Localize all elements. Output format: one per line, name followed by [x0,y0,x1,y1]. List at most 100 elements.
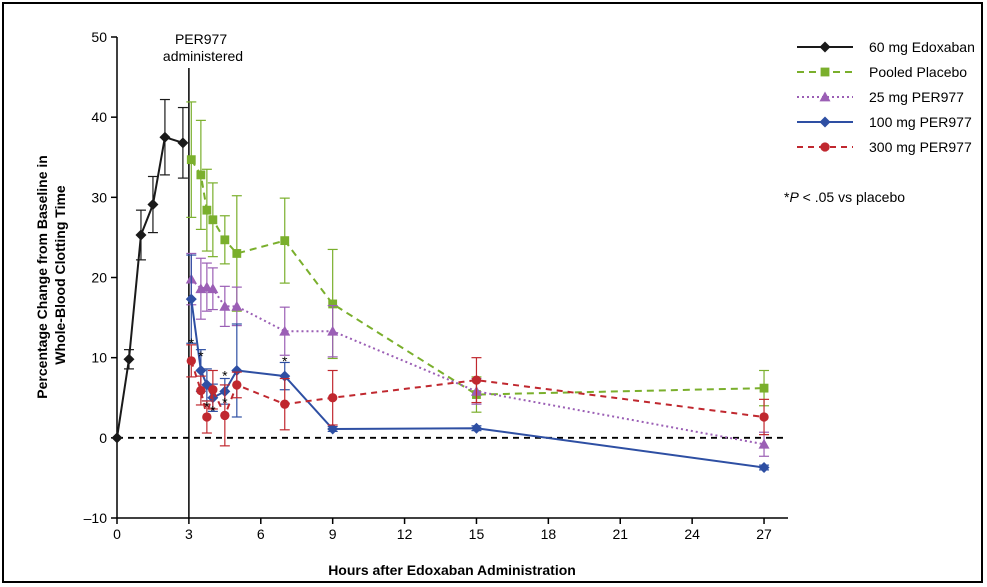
x-tick-label: 6 [257,526,265,542]
footnote-text: < .05 vs placebo [799,189,905,205]
data-point [327,423,339,435]
data-point [159,131,171,143]
data-point [280,236,290,246]
x-tick-label: 15 [469,526,485,542]
legend-item-4: 300 mg PER977 [797,139,972,155]
y-tick-label: –10 [84,510,108,526]
legend-label: Pooled Placebo [869,64,967,80]
series-line [190,278,765,446]
significance-asterisk: * [198,348,204,364]
series-3 [185,254,770,473]
significance-asterisk: * [204,399,210,415]
x-tick-label: 9 [329,526,337,542]
y-tick-label: 30 [91,189,107,205]
data-point [207,283,219,294]
legend-label: 100 mg PER977 [869,114,972,130]
plot-area: *** **** [111,68,788,518]
data-point [208,385,218,395]
x-tick-label: 12 [397,526,413,542]
data-point [470,422,482,434]
y-tick-label: 20 [91,270,107,286]
legend-swatch-marker [819,116,831,128]
legend: 60 mg Edoxaban Pooled Placebo 25 mg PER977… [797,39,975,155]
data-point [196,170,206,180]
x-tick-label: 21 [612,526,628,542]
legend-swatch-marker [820,142,830,152]
significance-asterisk: * [282,353,288,369]
series-line [190,360,765,418]
data-point [231,300,243,311]
data-point [759,412,769,422]
series-2 [185,252,770,457]
data-point [758,461,770,473]
legend-item-1: Pooled Placebo [797,64,967,80]
vline-label-line-2: administered [163,48,243,64]
legend-item-0: 60 mg Edoxaban [797,39,975,55]
data-point [147,199,159,211]
y-tick-label: 0 [99,430,107,446]
y-axis-title-line-2: Whole-Blood Clotting Time [52,185,68,365]
data-point [202,412,212,422]
x-tick-label: 24 [684,526,700,542]
legend-label: 300 mg PER977 [869,139,972,155]
y-tick-label: 10 [91,350,107,366]
data-point [220,410,230,421]
y-tick-label: 50 [91,29,107,45]
data-point [328,299,338,309]
significance-footnote: *P < .05 vs placebo [784,189,905,205]
data-point [135,229,147,241]
data-point [177,137,189,149]
legend-item-3: 100 mg PER977 [797,114,972,130]
significance-asterisk: * [222,395,228,411]
y-axis-title: Percentage Change from Baseline in Whole… [34,151,68,398]
legend-item-2: 25 mg PER977 [797,89,964,105]
data-point [328,393,338,403]
data-point [220,235,230,245]
data-point [231,364,243,376]
series-line [116,135,184,438]
legend-label: 60 mg Edoxaban [869,39,975,55]
data-point [185,293,197,305]
data-point [232,249,242,258]
data-point [186,356,196,366]
data-point [111,432,123,444]
y-tick-label: 40 [91,109,107,125]
footnote-p-symbol: P [789,189,799,205]
legend-swatch-marker [819,91,831,102]
data-point [219,300,231,311]
data-point [186,155,196,165]
data-point [232,380,242,390]
legend-swatch-marker [819,41,831,53]
x-tick-label: 0 [113,526,121,542]
x-tick-label: 3 [185,526,193,542]
x-tick-label: 18 [541,526,557,542]
x-tick-label: 27 [756,526,772,542]
series-line [190,159,765,396]
series-line [190,299,765,469]
data-point [196,385,206,396]
data-point [123,353,135,365]
significance-asterisk: * [222,367,228,383]
series-0 [111,98,189,444]
data-point [279,325,291,336]
data-point [471,375,482,385]
series-1 [186,101,770,413]
data-point [759,383,769,393]
data-point [327,325,339,336]
data-point [201,281,213,292]
data-point [195,364,207,376]
series-4 [186,344,770,447]
footnote-prefix: * [784,189,790,205]
x-axis-title: Hours after Edoxaban Administration [328,562,576,578]
vline-label-line-1: PER977 [175,31,227,47]
data-point [758,438,770,449]
significance-asterisk: * [189,335,195,351]
y-axis-title-line-1: Percentage Change from Baseline in [34,155,50,399]
legend-label: 25 mg PER977 [869,89,964,105]
data-point [280,399,290,409]
data-point [202,205,212,215]
legend-swatch-marker [820,67,830,77]
data-point [208,215,218,225]
